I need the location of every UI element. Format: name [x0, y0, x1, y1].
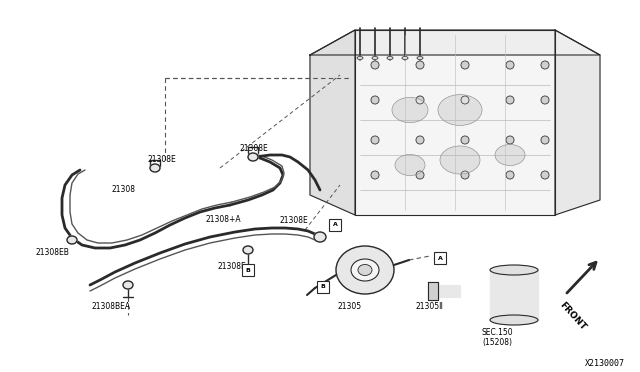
Circle shape [541, 136, 549, 144]
Ellipse shape [351, 259, 379, 281]
Polygon shape [355, 30, 555, 215]
Circle shape [371, 171, 379, 179]
Ellipse shape [495, 144, 525, 166]
Text: 21308+A: 21308+A [205, 215, 241, 224]
Ellipse shape [372, 57, 378, 60]
Ellipse shape [67, 236, 77, 244]
Ellipse shape [358, 264, 372, 276]
Polygon shape [555, 30, 600, 215]
Circle shape [416, 171, 424, 179]
Text: 21305: 21305 [337, 302, 361, 311]
Circle shape [541, 96, 549, 104]
Ellipse shape [387, 57, 393, 60]
Ellipse shape [150, 164, 160, 172]
Bar [430, 285, 460, 297]
Bar [490, 270, 538, 320]
Ellipse shape [402, 57, 408, 60]
Text: 21305Ⅱ: 21305Ⅱ [415, 302, 443, 311]
Polygon shape [310, 30, 600, 55]
Ellipse shape [336, 246, 394, 294]
Ellipse shape [243, 246, 253, 254]
Text: X2130007: X2130007 [585, 359, 625, 368]
Bar [329, 219, 341, 231]
Text: B: B [246, 267, 250, 273]
Circle shape [506, 61, 514, 69]
Circle shape [416, 136, 424, 144]
Text: FRONT: FRONT [558, 300, 588, 332]
Polygon shape [428, 282, 438, 300]
Circle shape [371, 136, 379, 144]
Circle shape [461, 61, 469, 69]
Circle shape [506, 96, 514, 104]
Circle shape [541, 171, 549, 179]
Circle shape [416, 61, 424, 69]
Circle shape [416, 96, 424, 104]
Text: 21308E: 21308E [240, 144, 269, 153]
Bar [317, 281, 329, 293]
Text: (15208): (15208) [482, 338, 512, 347]
Text: 21308E: 21308E [148, 155, 177, 164]
Circle shape [371, 96, 379, 104]
Ellipse shape [438, 94, 482, 125]
Text: 21308E: 21308E [218, 262, 247, 271]
Text: B: B [321, 285, 325, 289]
Ellipse shape [440, 146, 480, 174]
Ellipse shape [248, 153, 258, 161]
Circle shape [506, 136, 514, 144]
Ellipse shape [490, 265, 538, 275]
Circle shape [541, 61, 549, 69]
Ellipse shape [123, 281, 133, 289]
Ellipse shape [417, 57, 423, 60]
Ellipse shape [490, 315, 538, 325]
Text: 21308EB: 21308EB [35, 248, 69, 257]
Circle shape [461, 171, 469, 179]
Text: 21308: 21308 [112, 185, 136, 194]
Circle shape [371, 61, 379, 69]
Text: 21308BEA: 21308BEA [92, 302, 131, 311]
Text: A: A [333, 222, 337, 228]
Ellipse shape [314, 232, 326, 242]
Text: 21308E: 21308E [280, 216, 308, 225]
Text: A: A [438, 256, 442, 260]
Bar [242, 264, 254, 276]
Ellipse shape [395, 154, 425, 176]
Circle shape [461, 136, 469, 144]
Ellipse shape [357, 57, 363, 60]
Text: SEC.150: SEC.150 [482, 328, 514, 337]
Circle shape [506, 171, 514, 179]
Ellipse shape [392, 97, 428, 123]
Bar [434, 252, 446, 264]
Polygon shape [310, 30, 355, 215]
Circle shape [461, 96, 469, 104]
